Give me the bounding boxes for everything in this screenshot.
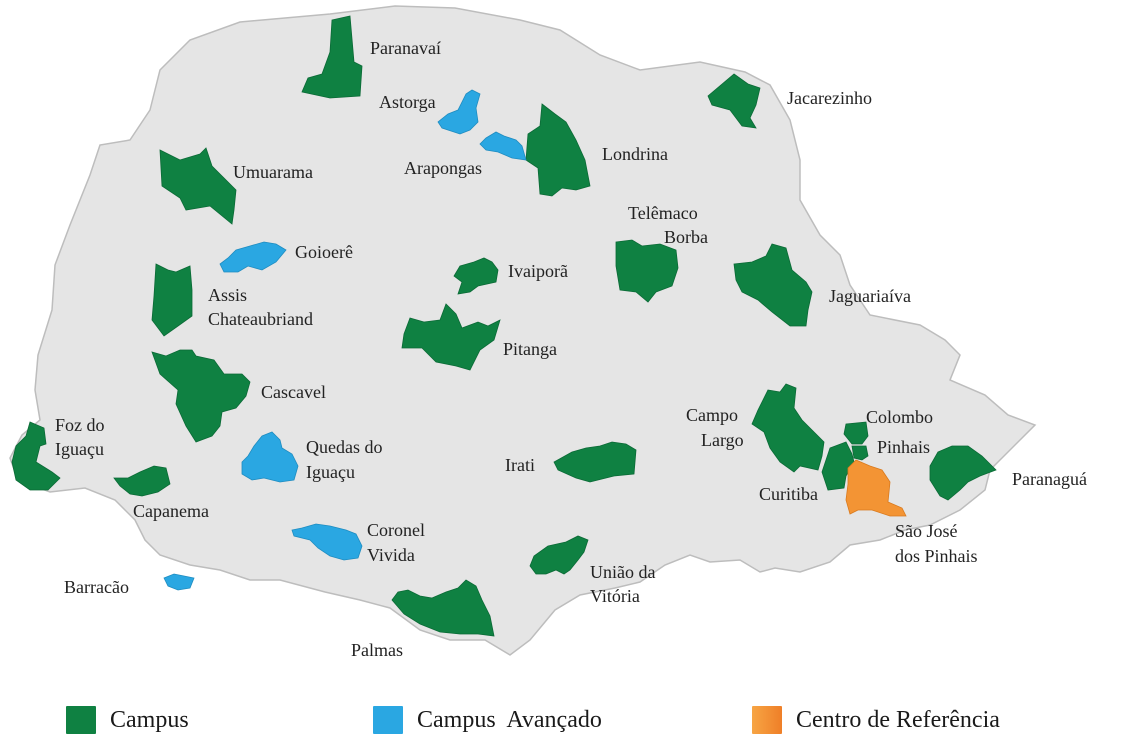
label-curitiba: Curitiba [759, 484, 818, 504]
region-uniao-da-vitoria[interactable] [529, 535, 589, 575]
label-uniao-2: Vitória [590, 586, 640, 606]
region-barracao[interactable] [163, 573, 195, 591]
region-colombo[interactable] [843, 421, 869, 445]
label-assis-1: Assis [208, 285, 247, 305]
region-capanema[interactable] [113, 465, 171, 497]
region-quedas-do-iguacu[interactable] [241, 431, 299, 483]
legend-swatch-centro-referencia [752, 706, 782, 734]
label-londrina: Londrina [602, 144, 668, 164]
region-arapongas[interactable] [479, 131, 527, 161]
legend-item-campus: Campus [66, 704, 189, 736]
region-ivaipora[interactable] [453, 257, 499, 295]
label-pinhais: Pinhais [877, 437, 930, 457]
label-quedas-2: Iguaçu [306, 462, 355, 482]
label-telemaco-1: Telêmaco [628, 203, 698, 223]
region-goioere[interactable] [219, 241, 287, 273]
region-foz-do-iguacu[interactable] [11, 421, 61, 491]
label-uniao-1: União da [590, 562, 655, 582]
label-quedas-1: Quedas do [306, 437, 382, 457]
label-sjp-2: dos Pinhais [895, 546, 978, 566]
label-coronel-2: Vivida [367, 545, 415, 565]
region-paranavai[interactable] [301, 15, 363, 99]
region-coronel-vivida[interactable] [291, 523, 363, 561]
region-irati[interactable] [553, 441, 637, 483]
label-goioere: Goioerê [295, 242, 353, 262]
label-palmas: Palmas [351, 640, 403, 660]
legend-swatch-campus [66, 706, 96, 734]
region-sao-jose-dos-pinhais[interactable] [845, 459, 907, 517]
legend-item-campus-avancado: Campus Avançado [373, 704, 602, 736]
label-ivaipora: Ivaiporã [508, 261, 568, 281]
region-pitanga[interactable] [401, 303, 501, 371]
region-palmas[interactable] [391, 579, 495, 637]
label-assis-2: Chateaubriand [208, 309, 313, 329]
region-cascavel[interactable] [151, 349, 251, 443]
parana-map: Paranavaí Astorga Arapongas Jacarezinho … [9, 5, 1087, 660]
state-outline [9, 5, 1037, 656]
label-campo-largo-2: Largo [701, 430, 744, 450]
label-cascavel: Cascavel [261, 382, 326, 402]
region-umuarama[interactable] [159, 147, 237, 225]
legend-item-centro-referencia: Centro de Referência [752, 704, 1000, 736]
region-astorga[interactable] [437, 89, 481, 135]
label-coronel-1: Coronel [367, 520, 425, 540]
legend-label-campus: Campus [110, 706, 189, 733]
label-campo-largo-1: Campo [686, 405, 738, 425]
label-jaguariaiva: Jaguariaíva [829, 286, 911, 306]
legend-label-centro-referencia: Centro de Referência [796, 706, 1000, 733]
label-umuarama: Umuarama [233, 162, 313, 182]
label-astorga: Astorga [379, 92, 436, 112]
label-paranavai: Paranavaí [370, 38, 441, 58]
label-sjp-1: São José [895, 521, 958, 541]
label-jacarezinho: Jacarezinho [787, 88, 872, 108]
region-pinhais[interactable] [851, 445, 869, 461]
label-telemaco-2: Borba [664, 227, 708, 247]
label-foz-1: Foz do [55, 415, 105, 435]
label-capanema: Capanema [133, 501, 209, 521]
legend-swatch-campus-avancado [373, 706, 403, 734]
map-legend: Campus Campus Avançado Centro de Referên… [0, 690, 1125, 755]
region-assis-chateaubriand[interactable] [151, 263, 193, 337]
region-campo-largo[interactable] [751, 383, 825, 473]
legend-label-campus-avancado: Campus Avançado [417, 706, 602, 733]
label-irati: Irati [505, 455, 535, 475]
region-jaguariaiva[interactable] [733, 243, 813, 327]
map-canvas: Paranavaí Astorga Arapongas Jacarezinho … [9, 5, 1087, 660]
region-jacarezinho[interactable] [707, 73, 761, 129]
label-colombo: Colombo [866, 407, 933, 427]
label-barracao: Barracão [64, 577, 129, 597]
label-foz-2: Iguaçu [55, 439, 104, 459]
label-arapongas: Arapongas [404, 158, 482, 178]
region-londrina[interactable] [525, 103, 591, 197]
label-paranagua: Paranaguá [1012, 469, 1087, 489]
label-pitanga: Pitanga [503, 339, 557, 359]
region-paranagua[interactable] [929, 445, 997, 501]
region-curitiba[interactable] [821, 441, 855, 491]
region-telemaco-borba[interactable] [615, 239, 679, 303]
